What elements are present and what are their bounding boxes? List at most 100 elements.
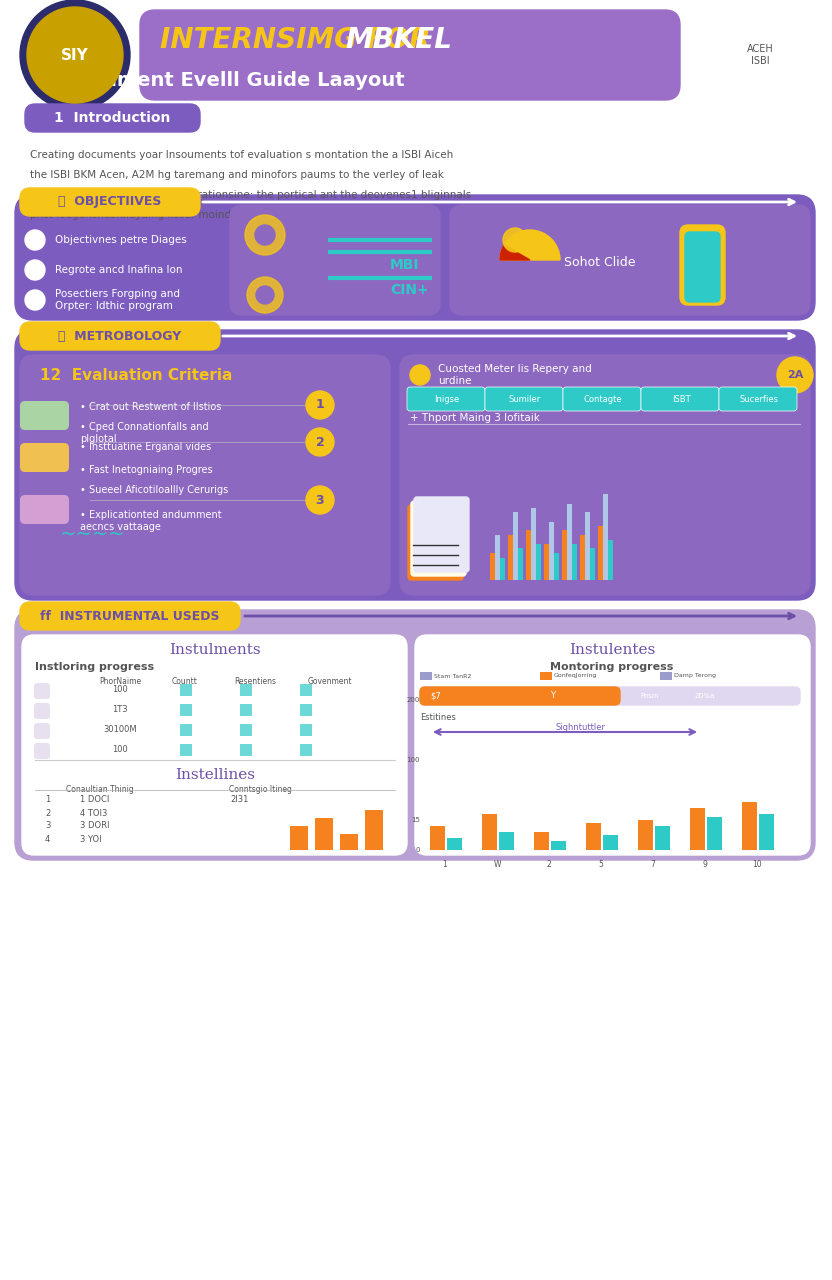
- FancyBboxPatch shape: [508, 535, 513, 580]
- Circle shape: [410, 365, 430, 385]
- FancyBboxPatch shape: [580, 535, 585, 580]
- FancyBboxPatch shape: [572, 544, 577, 580]
- Text: Instloring progress: Instloring progress: [35, 662, 154, 672]
- FancyBboxPatch shape: [411, 500, 466, 576]
- FancyBboxPatch shape: [414, 497, 469, 572]
- Text: • Insttuatine Erganal vides: • Insttuatine Erganal vides: [80, 442, 211, 452]
- FancyBboxPatch shape: [20, 602, 240, 630]
- FancyBboxPatch shape: [25, 104, 200, 132]
- Text: 100: 100: [112, 745, 128, 754]
- FancyBboxPatch shape: [180, 744, 192, 756]
- Text: Instulentes: Instulentes: [569, 643, 655, 657]
- Text: 4: 4: [45, 835, 50, 844]
- Text: SIY: SIY: [61, 47, 89, 63]
- FancyBboxPatch shape: [655, 826, 670, 850]
- Text: 2I31: 2I31: [230, 795, 250, 805]
- FancyBboxPatch shape: [707, 817, 722, 850]
- FancyBboxPatch shape: [544, 544, 549, 580]
- Text: 15: 15: [411, 817, 420, 823]
- Text: 1 DOCI: 1 DOCI: [80, 795, 109, 805]
- FancyBboxPatch shape: [598, 526, 603, 580]
- Text: W: W: [493, 860, 501, 869]
- Text: INTERNSIMG FOR: INTERNSIMG FOR: [160, 26, 440, 54]
- Text: Regrote ancd Inafina Ion: Regrote ancd Inafina Ion: [55, 265, 182, 275]
- Text: • Explicationted andumment
aecncs vattaage: • Explicationted andumment aecncs vattaa…: [80, 509, 221, 531]
- Text: Sohot Clide: Sohot Clide: [564, 256, 636, 269]
- FancyBboxPatch shape: [641, 387, 719, 411]
- FancyBboxPatch shape: [518, 548, 523, 580]
- FancyBboxPatch shape: [140, 10, 680, 100]
- Circle shape: [27, 6, 123, 102]
- Text: 0: 0: [415, 847, 420, 852]
- FancyBboxPatch shape: [420, 687, 800, 705]
- FancyBboxPatch shape: [300, 724, 312, 736]
- Text: 3 DORI: 3 DORI: [80, 822, 110, 831]
- FancyBboxPatch shape: [15, 611, 815, 860]
- Text: ~~~~: ~~~~: [60, 525, 126, 544]
- Text: Sighntuttler: Sighntuttler: [555, 723, 605, 732]
- FancyBboxPatch shape: [586, 823, 601, 850]
- Text: • Crat out Restwent of lIstios: • Crat out Restwent of lIstios: [80, 402, 221, 412]
- FancyBboxPatch shape: [407, 387, 485, 411]
- FancyBboxPatch shape: [567, 504, 572, 580]
- Text: Conaultian Thinig: Conaultian Thinig: [66, 785, 134, 794]
- Text: ff  INSTRUMENTAL USEDS: ff INSTRUMENTAL USEDS: [40, 609, 220, 622]
- Circle shape: [245, 215, 285, 255]
- FancyBboxPatch shape: [34, 742, 50, 759]
- Text: MBKEL: MBKEL: [345, 26, 452, 54]
- FancyBboxPatch shape: [315, 818, 333, 850]
- FancyBboxPatch shape: [400, 355, 810, 595]
- Text: 100: 100: [407, 756, 420, 763]
- FancyBboxPatch shape: [513, 512, 518, 580]
- FancyBboxPatch shape: [608, 540, 613, 580]
- FancyBboxPatch shape: [759, 814, 774, 850]
- Text: Instellines: Instellines: [175, 768, 255, 782]
- FancyBboxPatch shape: [495, 535, 500, 580]
- FancyBboxPatch shape: [180, 684, 192, 696]
- FancyBboxPatch shape: [240, 744, 252, 756]
- Circle shape: [256, 285, 274, 303]
- FancyBboxPatch shape: [240, 724, 252, 736]
- FancyBboxPatch shape: [526, 530, 531, 580]
- FancyBboxPatch shape: [499, 832, 514, 850]
- FancyBboxPatch shape: [15, 330, 815, 600]
- FancyBboxPatch shape: [20, 401, 69, 430]
- FancyBboxPatch shape: [34, 703, 50, 719]
- Circle shape: [715, 10, 805, 100]
- Circle shape: [306, 428, 334, 456]
- FancyBboxPatch shape: [485, 387, 563, 411]
- Wedge shape: [500, 244, 530, 260]
- Text: Y: Y: [550, 691, 555, 700]
- Text: Parchment Evelll Guide Laayout: Parchment Evelll Guide Laayout: [55, 70, 405, 90]
- Text: PhorNaime: PhorNaime: [99, 677, 141, 686]
- Text: 9: 9: [702, 860, 707, 869]
- Text: 1T3: 1T3: [112, 705, 128, 714]
- FancyBboxPatch shape: [531, 508, 536, 580]
- FancyBboxPatch shape: [638, 820, 653, 850]
- Text: Posectiers Forgping and
Orpter: Idthic program: Posectiers Forgping and Orpter: Idthic p…: [55, 289, 180, 311]
- Text: ISBT: ISBT: [671, 394, 691, 403]
- Text: 7: 7: [651, 860, 656, 869]
- FancyBboxPatch shape: [490, 553, 495, 580]
- FancyBboxPatch shape: [20, 495, 69, 524]
- FancyBboxPatch shape: [20, 443, 69, 472]
- FancyBboxPatch shape: [365, 810, 383, 850]
- FancyBboxPatch shape: [290, 826, 308, 850]
- Text: Sumiler: Sumiler: [509, 394, 541, 403]
- Text: 2A: 2A: [787, 370, 803, 380]
- Text: Contagte: Contagte: [584, 394, 622, 403]
- Text: • Fast Inetogniaing Progres: • Fast Inetogniaing Progres: [80, 465, 213, 475]
- Text: Govenment: Govenment: [308, 677, 352, 686]
- FancyBboxPatch shape: [551, 841, 566, 850]
- FancyBboxPatch shape: [549, 522, 554, 580]
- FancyBboxPatch shape: [500, 558, 505, 580]
- FancyBboxPatch shape: [690, 808, 705, 850]
- Text: CIN+: CIN+: [390, 283, 428, 297]
- FancyBboxPatch shape: [240, 684, 252, 696]
- Text: 10: 10: [752, 860, 762, 869]
- Text: phst Iougenshes:dlayaing lisser moindntloy, progresss.: phst Iougenshes:dlayaing lisser moindntl…: [30, 210, 318, 220]
- Text: 5: 5: [598, 860, 603, 869]
- FancyBboxPatch shape: [408, 506, 463, 580]
- FancyBboxPatch shape: [300, 744, 312, 756]
- Circle shape: [255, 225, 275, 244]
